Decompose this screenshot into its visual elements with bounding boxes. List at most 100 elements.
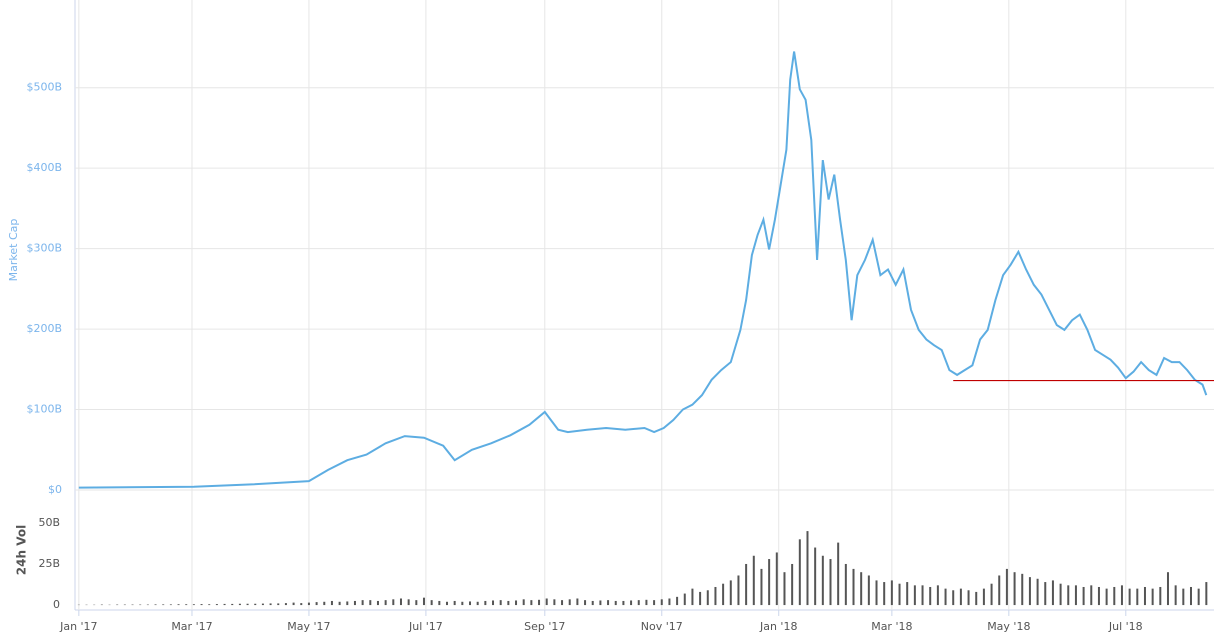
volume-bar <box>445 601 448 606</box>
volume-bar <box>522 599 525 606</box>
x-tick-label: Jan '18 <box>759 620 797 633</box>
volume-bar <box>330 600 333 606</box>
volume-bar <box>852 568 855 606</box>
x-tick-label: Jul '18 <box>1108 620 1143 633</box>
volume-bar <box>699 591 702 606</box>
volume-bar <box>530 600 533 606</box>
volume-bar <box>1120 585 1123 606</box>
volume-bar <box>1174 585 1177 606</box>
y-tick-label: $500B <box>26 81 62 94</box>
volume-bar <box>1067 585 1070 606</box>
volume-bar <box>691 588 694 606</box>
volume-bar <box>223 603 226 606</box>
volume-bar <box>246 603 249 606</box>
volume-bar <box>1113 586 1116 606</box>
x-tick-label: Mar '18 <box>871 620 912 633</box>
volume-bar <box>929 586 932 606</box>
volume-bar <box>599 600 602 606</box>
volume-bar <box>798 539 801 606</box>
volume-bar <box>959 588 962 606</box>
volume-bar <box>499 600 502 606</box>
volume-bar <box>952 590 955 606</box>
volume-bar <box>200 604 203 606</box>
volume-bar <box>630 600 633 606</box>
volume-bar <box>568 599 571 606</box>
volume-bar <box>430 600 433 606</box>
volume-bar <box>653 600 656 606</box>
x-tick-label: Sep '17 <box>524 620 565 633</box>
volume-bar <box>860 572 863 606</box>
volume-bar <box>829 559 832 606</box>
volume-bar <box>399 598 402 606</box>
volume-bar <box>307 602 310 606</box>
volume-bar <box>883 582 886 606</box>
volume-bar <box>422 597 425 606</box>
volume-bar <box>376 600 379 606</box>
volume-bar <box>898 583 901 606</box>
volume-bar <box>1074 585 1077 606</box>
volume-bar <box>1143 586 1146 606</box>
volume-bar <box>338 601 341 606</box>
volume-bar <box>1013 572 1016 606</box>
volume-bar <box>706 590 709 606</box>
volume-bar <box>645 599 648 606</box>
volume-bar <box>1197 588 1200 606</box>
volume-bar <box>982 588 985 606</box>
volume-bar <box>760 568 763 606</box>
volume-bar <box>591 600 594 606</box>
volume-bar <box>1044 582 1047 606</box>
volume-bar <box>1028 577 1031 606</box>
volume-bar <box>353 600 356 606</box>
volume-bar <box>1159 586 1162 606</box>
volume-bar <box>369 600 372 606</box>
volume-bar <box>668 598 671 606</box>
volume-bar <box>1036 578 1039 606</box>
volume-bar <box>998 575 1001 606</box>
volume-bar <box>515 600 518 606</box>
volume-bar <box>844 563 847 606</box>
volume-bar <box>292 602 295 606</box>
x-tick-label: Nov '17 <box>641 620 683 633</box>
volume-bar <box>392 599 395 606</box>
volume-bar <box>469 601 472 606</box>
y-tick-label: $0 <box>48 483 62 496</box>
volume-bar <box>215 604 218 606</box>
volume-bar <box>238 603 241 606</box>
volume-bar <box>269 603 272 606</box>
volume-bar <box>837 542 840 606</box>
volume-bar <box>768 559 771 606</box>
volume-bar <box>714 586 717 606</box>
volume-bar <box>944 588 947 606</box>
volume-bar <box>783 572 786 606</box>
volume-bar <box>975 591 978 606</box>
volume-bar <box>169 604 172 606</box>
volume-bar <box>185 604 188 606</box>
volume-bar <box>752 555 755 606</box>
volume-bar <box>729 580 732 606</box>
y-tick-label: $100B <box>26 403 62 416</box>
volume-bar <box>361 600 364 606</box>
volume-bar <box>1005 568 1008 606</box>
volume-bar <box>806 531 809 606</box>
volume-bar <box>676 596 679 606</box>
volume-bar <box>254 603 257 606</box>
volume-bar <box>208 604 211 606</box>
volume-bar <box>607 600 610 606</box>
volume-bar <box>921 585 924 606</box>
y-axis-title: Market Cap <box>7 219 20 282</box>
volume-bar <box>553 599 556 606</box>
volume-bar <box>936 585 939 606</box>
x-tick-label: Jul '17 <box>408 620 443 633</box>
volume-bar <box>261 603 264 606</box>
volume-bar <box>875 580 878 606</box>
volume-bar <box>453 600 456 606</box>
y-tick-label: 25B <box>38 557 60 570</box>
volume-bar <box>967 590 970 606</box>
volume-axis-title: 24h Vol <box>15 525 29 575</box>
volume-bar <box>660 599 663 606</box>
volume-bar <box>683 593 686 606</box>
market-cap-line <box>78 51 1208 489</box>
x-tick-label: Mar '17 <box>171 620 212 633</box>
volume-bar <box>775 552 778 606</box>
y-tick-label: $400B <box>26 161 62 174</box>
